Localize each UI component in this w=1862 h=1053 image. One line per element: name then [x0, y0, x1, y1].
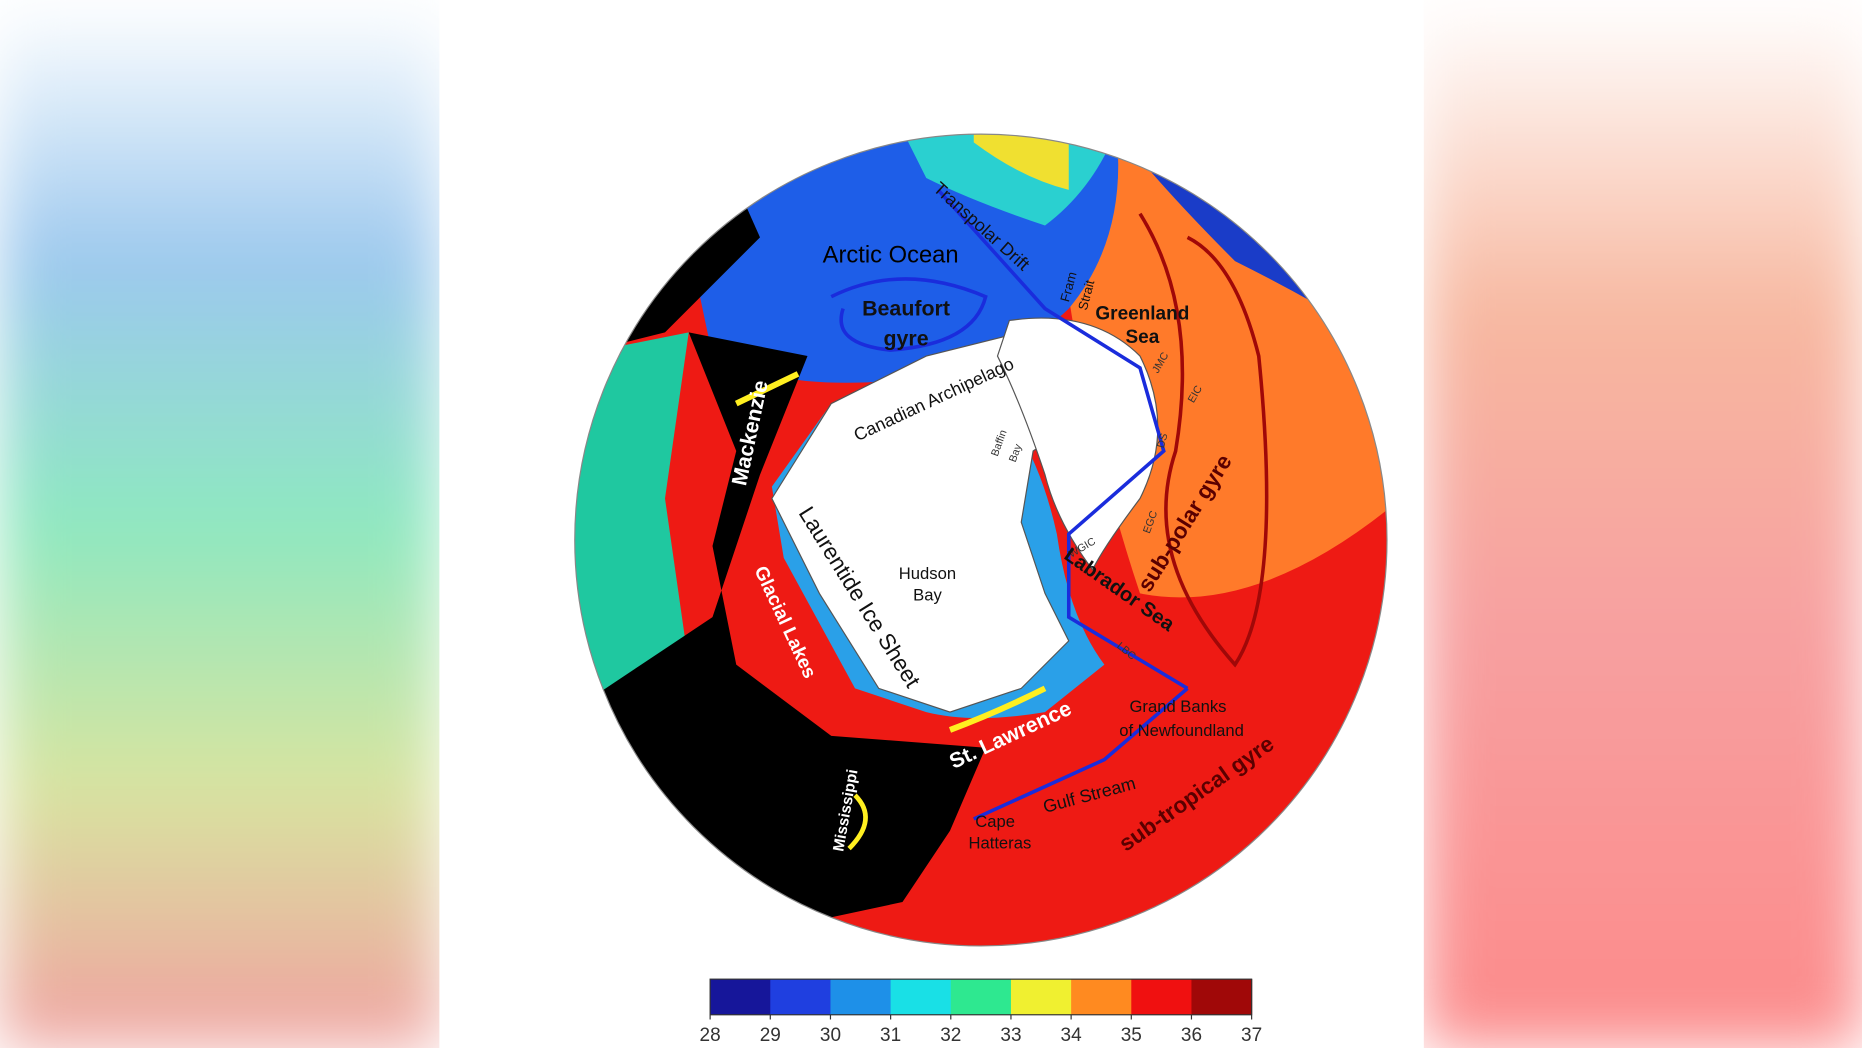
- colorbar-segment: [1131, 979, 1193, 1015]
- colorbar: 28 29 30 31 32 33 34 35 36 37: [700, 978, 1262, 1046]
- tick-label: 35: [1121, 1025, 1142, 1046]
- blur-right: [1423, 0, 1862, 1048]
- label: Bay: [913, 586, 942, 605]
- blur-left: [0, 0, 440, 1048]
- label: Greenland: [1095, 303, 1189, 324]
- map-outline: [574, 133, 1388, 947]
- colorbar-segment: [890, 979, 952, 1015]
- tick-label: 34: [1061, 1025, 1082, 1046]
- label: Grand Banks: [1130, 697, 1227, 716]
- label: of Newfoundland: [1119, 721, 1244, 740]
- tick-label: 33: [1000, 1025, 1021, 1046]
- label: DS: [1155, 432, 1170, 449]
- tick-label: 32: [940, 1025, 961, 1046]
- colorbar-segment: [1010, 979, 1072, 1015]
- map: [574, 134, 1387, 946]
- tick-label: 36: [1181, 1025, 1202, 1046]
- tick-label: 28: [700, 1025, 721, 1046]
- tick-label: 31: [880, 1025, 901, 1046]
- colorbar-segment: [950, 979, 1012, 1015]
- label: Cape: [975, 812, 1015, 831]
- colorbar-segment: [1071, 979, 1132, 1015]
- colorbar-frame: [709, 978, 1253, 1016]
- label: Hatteras: [968, 834, 1031, 853]
- colorbar-segment: [770, 979, 832, 1015]
- colorbar-segment: [1191, 979, 1253, 1015]
- label: Hudson: [899, 564, 956, 583]
- tick-label: 29: [760, 1025, 781, 1046]
- label: gyre: [883, 326, 928, 350]
- label: Arctic Ocean: [823, 242, 959, 268]
- colorbar-segment: [710, 979, 771, 1015]
- label: Beaufort: [862, 297, 950, 321]
- colorbar-segment: [830, 979, 892, 1015]
- label: Sea: [1125, 327, 1159, 348]
- tick-label: 30: [820, 1025, 841, 1046]
- tick-label: 37: [1241, 1025, 1262, 1046]
